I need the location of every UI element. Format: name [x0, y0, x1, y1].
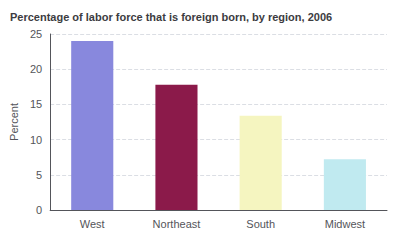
svg-text:Midwest: Midwest	[325, 218, 365, 230]
svg-text:25: 25	[30, 28, 42, 40]
svg-text:0: 0	[36, 204, 42, 216]
svg-text:Northeast: Northeast	[153, 218, 201, 230]
svg-text:20: 20	[30, 63, 42, 75]
svg-text:West: West	[80, 218, 105, 230]
svg-text:Percentage of labor force that: Percentage of labor force that is foreig…	[10, 11, 332, 23]
svg-text:Percent: Percent	[8, 103, 20, 141]
svg-text:South: South	[246, 218, 275, 230]
svg-text:10: 10	[30, 134, 42, 146]
svg-text:15: 15	[30, 98, 42, 110]
svg-text:5: 5	[36, 169, 42, 181]
